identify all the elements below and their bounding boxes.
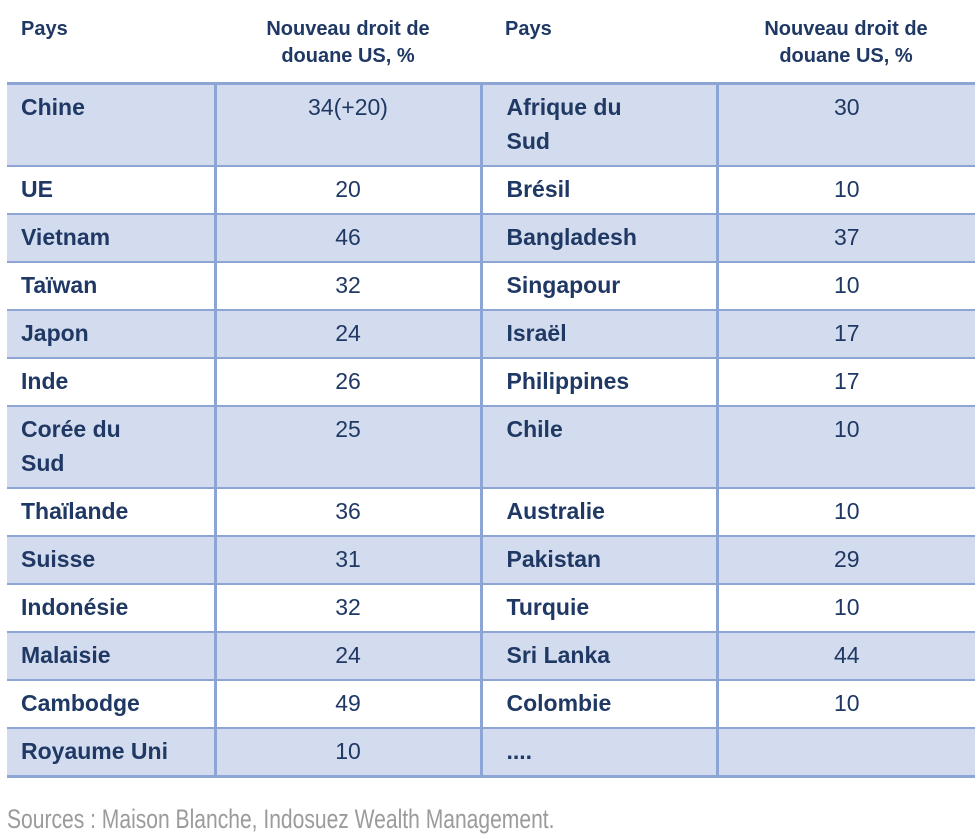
table-row: Thaïlande 36 Australie 10: [7, 487, 975, 536]
tariff-cell: 26: [213, 357, 481, 406]
country-cell: Indonésie: [7, 583, 215, 632]
table-row: Malaisie 24 Sri Lanka 44: [7, 631, 975, 680]
tariff-cell: 10: [715, 679, 975, 728]
table-row: Chine 34(+20) Afrique du Sud 30: [7, 82, 975, 166]
country-cell: Brésil: [479, 165, 717, 214]
country-cell: Afrique du Sud: [479, 82, 717, 166]
country-cell: Cambodge: [7, 679, 215, 728]
col-header-droit-left: Nouveau droit de douane US, %: [266, 18, 430, 67]
tariff-cell: 10: [715, 405, 975, 488]
tariff-cell: 44: [715, 631, 975, 680]
table-row: Japon 24 Israël 17: [7, 309, 975, 358]
tariff-cell: 25: [213, 405, 481, 488]
tariff-cell: 17: [715, 309, 975, 358]
table-row: Suisse 31 Pakistan 29: [7, 535, 975, 584]
country-cell: Japon: [7, 309, 215, 358]
country-cell: Chile: [479, 405, 717, 488]
tariff-cell: 24: [213, 631, 481, 680]
country-cell: Malaisie: [7, 631, 215, 680]
country-cell: Bangladesh: [479, 213, 717, 262]
country-cell: Royaume Uni: [7, 727, 215, 778]
tariff-cell: 10: [213, 727, 481, 778]
country-cell: Turquie: [479, 583, 717, 632]
table-row: Inde 26 Philippines 17: [7, 357, 975, 406]
country-cell: ....: [479, 727, 717, 778]
tariff-cell: [715, 727, 975, 778]
country-cell: Chine: [7, 82, 215, 166]
country-cell: Israël: [479, 309, 717, 358]
table-body: Chine 34(+20) Afrique du Sud 30 UE 20 Br…: [7, 82, 975, 778]
tariff-cell: 36: [213, 487, 481, 536]
table-row: Corée du Sud 25 Chile 10: [7, 405, 975, 488]
col-header-droit-right: Nouveau droit de douane US, %: [764, 18, 928, 67]
table-row: Royaume Uni 10 ....: [7, 727, 975, 778]
tariff-cell: 10: [715, 261, 975, 310]
tariff-cell: 10: [715, 165, 975, 214]
table-row: Taïwan 32 Singapour 10: [7, 261, 975, 310]
country-cell: Vietnam: [7, 213, 215, 262]
tariff-cell: 49: [213, 679, 481, 728]
table-row: UE 20 Brésil 10: [7, 165, 975, 214]
country-cell: Singapour: [479, 261, 717, 310]
tariff-cell: 34(+20): [213, 82, 481, 166]
country-cell: Sri Lanka: [479, 631, 717, 680]
table-header: Pays Nouveau droit de douane US, % Pays …: [7, 10, 975, 84]
tariff-cell: 32: [213, 583, 481, 632]
country-cell: Philippines: [479, 357, 717, 406]
country-cell: Taïwan: [7, 261, 215, 310]
country-cell: Thaïlande: [7, 487, 215, 536]
tariff-cell: 24: [213, 309, 481, 358]
col-header-pays-left: Pays: [21, 18, 68, 40]
sources-note: Sources : Maison Blanche, Indosuez Wealt…: [7, 804, 555, 834]
country-cell: UE: [7, 165, 215, 214]
country-cell: Inde: [7, 357, 215, 406]
table-row: Cambodge 49 Colombie 10: [7, 679, 975, 728]
tariff-cell: 46: [213, 213, 481, 262]
country-cell: Australie: [479, 487, 717, 536]
country-cell: Suisse: [7, 535, 215, 584]
tariff-cell: 30: [715, 82, 975, 166]
country-cell: Pakistan: [479, 535, 717, 584]
tariff-cell: 10: [715, 487, 975, 536]
table-row: Vietnam 46 Bangladesh 37: [7, 213, 975, 262]
country-cell: Corée du Sud: [7, 405, 215, 488]
tariff-cell: 31: [213, 535, 481, 584]
tariff-cell: 32: [213, 261, 481, 310]
tariff-cell: 17: [715, 357, 975, 406]
tariff-cell: 20: [213, 165, 481, 214]
tariff-cell: 37: [715, 213, 975, 262]
country-cell: Colombie: [479, 679, 717, 728]
header-row: Pays Nouveau droit de douane US, % Pays …: [7, 10, 975, 84]
col-header-pays-right: Pays: [505, 18, 552, 40]
table-row: Indonésie 32 Turquie 10: [7, 583, 975, 632]
tariff-cell: 10: [715, 583, 975, 632]
tariff-table: Pays Nouveau droit de douane US, % Pays …: [7, 10, 975, 778]
tariff-cell: 29: [715, 535, 975, 584]
